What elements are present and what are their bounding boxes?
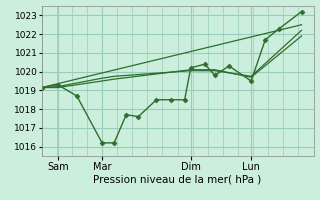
X-axis label: Pression niveau de la mer( hPa ): Pression niveau de la mer( hPa ) <box>93 174 262 184</box>
